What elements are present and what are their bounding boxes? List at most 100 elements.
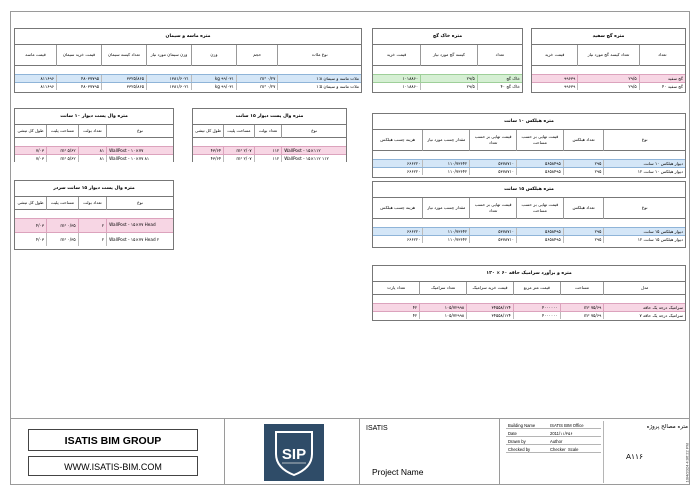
table-cell: ۱۳۸۱/۶۰۲۱ [145, 82, 192, 90]
col-header: تعداد هبلکس [562, 198, 604, 218]
table-cell: سرامیک درجه یک حاقه [603, 302, 685, 312]
client-name: ISATIS [366, 425, 388, 432]
company-website[interactable]: WWW.ISATIS-BIM.COM [28, 456, 198, 476]
table-cell: ۷۵/۶۹ m² [559, 302, 604, 312]
table-cell: ۲۹۵ [562, 235, 604, 243]
company-panel: ISATIS BIM GROUP WWW.ISATIS-BIM.COM [10, 419, 225, 485]
col-header: مساحت پلیت [46, 197, 79, 209]
col-header: وزن [190, 45, 237, 65]
table-cell: خاک گچ ۴۰ [476, 82, 522, 90]
total-row: ۹۹۶۳۹ ۲۹/۵ گچ سفید ۴۰ [532, 82, 685, 90]
col-header: تعداد پارت [387, 285, 406, 290]
table-cell: ۴/۰۳ [15, 232, 47, 246]
col-header: قیمت خرید [386, 52, 407, 57]
table-row[interactable]: ۷/۰۳ ۵/۶۲ m² ۸۱ WallPost - ۱۰×۷۷ [15, 145, 173, 155]
schedule-table: قیمت ماسه قیمت خرید سیمان تعداد کیسه سیم… [15, 45, 361, 90]
col-header: وزن سیمان مورد نیاز [145, 45, 192, 65]
table-cell: ۸۱ [77, 145, 107, 155]
table-row[interactable]: ۸۱۱۶۹۶ ۴۸۰۳۷۷۹۵ ۳۳۲۵/۸۶۵ ۱۳۸۱/۶۰۲۱ kg ۹۹… [15, 73, 361, 83]
title-block: ISATIS BIM GROUP WWW.ISATIS-BIM.COM SIP … [10, 418, 690, 485]
info-row-date: Date 2011/۱۱/۴۵۶ [506, 430, 601, 437]
table-cell: ۶۶۶۲۲۰ [373, 167, 423, 175]
col-header: قیمت خرید سرامیک [466, 282, 514, 294]
col-header: مساحت پلیت [223, 125, 255, 137]
schedule-table: تعداد پارت تعداد سرامیک قیمت خرید سرامیک… [373, 282, 685, 319]
sheet-number: A۱۱۶ [626, 452, 644, 461]
table-cell: دیوار هبلکس ۱۵ سانت [603, 226, 685, 236]
col-header: هزینه چسب هبلکس [380, 137, 416, 142]
table-cell: ۰/۳۵ m² [46, 217, 79, 233]
info-row-checked: Checked by Checker Scale [506, 446, 601, 453]
table-row[interactable]: ۱۰۱۸۸۶۰ ۲۹/۵ خاک گچ [373, 73, 522, 83]
table-cell: ۲/۰۷ m² [223, 145, 255, 155]
col-header: تعداد [476, 45, 522, 65]
table-row[interactable]: ۴/۰۳ ۰/۳۵ m² ۲ WallPost - ۱۵×۷۷ Head [15, 217, 173, 233]
col-header: نوع ملات [277, 45, 361, 65]
table-cell: ۷/۰۳ [15, 154, 47, 162]
table-cell: ۱۱۰/۷۳۶۴۲ [422, 167, 470, 175]
sheet-name: متره مصالح پروژه [646, 424, 688, 430]
table-row[interactable]: ۹۹۶۳۹ ۲۹/۵ گچ سفید [532, 73, 685, 83]
table-cell: ۲۹/۵ [577, 73, 640, 83]
table-cell: ۰/۲۷ m³ [235, 82, 278, 90]
table-cell: ۰/۲۷ m³ [235, 73, 278, 83]
header-row: طول کل تیشی مساحت پلیت تعداد بولت نوع [15, 197, 173, 209]
table-cell: ۸۱۱۶۹۶ [15, 73, 57, 83]
schedule-table: قیمت خرید کیسه گچ مورد نیاز تعداد ۱۰۱۸۸۶… [373, 45, 522, 90]
print-date: 10/4/2024 4:06:22 PM [682, 435, 692, 483]
table-cell: ملات ماسه و سیمان ۱:۵ [277, 82, 361, 90]
header-row: قیمت ماسه قیمت خرید سیمان تعداد کیسه سیم… [15, 45, 361, 65]
col-header: تعداد سرامیک [419, 282, 467, 294]
schedule-khak-gach: متره خاک گچ قیمت خرید کیسه گچ مورد نیاز … [372, 28, 523, 93]
table-row[interactable]: ۴۳/۶۴ ۲/۰۷ m² ۱۱۲ WallPost - ۱۵×۱۱۲ [193, 145, 346, 155]
table-cell: ۷۵/۶۹ m² [559, 311, 604, 319]
table-cell: ۵۳۷۸۷۱۰ [469, 167, 517, 175]
table-cell: ۱۱۰/۷۳۶۴۲ [422, 226, 470, 236]
sheet-info-panel: Building Name ISATIS BIM Office Date 201… [500, 419, 690, 485]
table-cell: ۳۳۲۵/۸۶۵ [100, 82, 147, 90]
schedule-title: متره هبلکس ۱۵ سانت [373, 182, 685, 198]
info-label: Drawn by [508, 439, 526, 444]
table-cell: ۵۳۷۸۷۱۰ [469, 226, 517, 236]
schedule-table: قیمت خرید تعداد کیسه گچ مورد نیاز تعداد … [532, 45, 685, 90]
schedule-table: طول کل تیشی مساحت پلیت تعداد بولت نوع ۴/… [15, 197, 173, 246]
col-header: قیمت تهایی بر حسب تعداد [469, 130, 517, 150]
info-label: Date [508, 431, 517, 436]
table-row[interactable]: ۴۲ ۱۰۵/۷۲۹۹۸ ۳۴۵۵۸/۱۲۴ ۴۰۰۰۰۰۰ ۷۵/۶۹ m² … [373, 302, 685, 312]
table-cell: kg ۹۹/۰۳۱ [190, 73, 237, 83]
table-cell: دیوار هبلکس ۱۵ سانت ۱۲ [603, 235, 685, 243]
table-cell: ۱۱۲ [253, 145, 282, 155]
table-cell: ۲۹/۵ [420, 73, 478, 83]
col-header: حجم [235, 45, 278, 65]
table-cell: ۶۶۶۲۲۰ [373, 235, 423, 243]
header-row: قیمت خرید کیسه گچ مورد نیاز تعداد [373, 45, 522, 65]
table-cell: ۴۲ [373, 302, 420, 312]
col-header: نوع [281, 125, 346, 137]
table-cell: ۴۲ [373, 311, 420, 319]
header-row: هزینه چسب هبلکس مقدار چسب مورد نیاز قیمت… [373, 198, 685, 218]
table-row[interactable]: ۶۶۶۲۲۰ ۱۱۰/۷۳۶۴۲ ۵۳۷۸۷۱۰ ۵۶۵۸۴۹۵ ۲۹۵ دیو… [373, 158, 685, 168]
table-cell: ۱۱۰/۷۳۶۴۲ [422, 235, 470, 243]
company-logo-icon: SIP [264, 424, 324, 481]
table-cell: ۴۰۰۰۰۰۰ [512, 311, 561, 319]
table-cell: ۵۶۵۸۴۹۵ [516, 235, 564, 243]
table-cell: ۲۹/۵ [420, 82, 478, 90]
schedule-wallpost-10: متره وال پست دیوار ۱۰ سانت طول کل تیشی م… [14, 108, 174, 162]
table-cell: ۱۰۵/۷۲۹۹۸ [419, 311, 467, 319]
table-cell: ۵۶۵۸۴۹۵ [516, 226, 564, 236]
table-cell: WallPost - ۱۵×۷۷ Head ۲ [106, 232, 173, 246]
col-header: تعداد [638, 45, 685, 65]
table-cell: ۵/۶۲ m² [46, 154, 79, 162]
table-row[interactable]: ۶۶۶۲۲۰ ۱۱۰/۷۳۶۴۲ ۵۳۷۸۷۱۰ ۵۶۵۸۴۹۵ ۲۹۵ دیو… [373, 226, 685, 236]
table-cell: ۳۴۵۵۸/۱۲۴ [466, 302, 514, 312]
col-header: تعداد کیسه سیمان [100, 45, 147, 65]
project-panel: ISATIS Project Name [360, 419, 500, 485]
table-cell: ۲۹/۵ [577, 82, 640, 90]
schedule-title: متره وال پست دیوار ۱۵ سانت سردر [15, 181, 173, 197]
table-cell: خاک گچ [476, 73, 522, 83]
table-cell: ۲ [77, 217, 107, 233]
schedule-title: متره گچ سفید [532, 29, 685, 45]
col-header: نوع [106, 125, 173, 137]
table-cell: دیوار هبلکس ۱۰ سانت ۱۲ [603, 167, 685, 175]
col-header: مساحت پلیت [46, 125, 79, 137]
